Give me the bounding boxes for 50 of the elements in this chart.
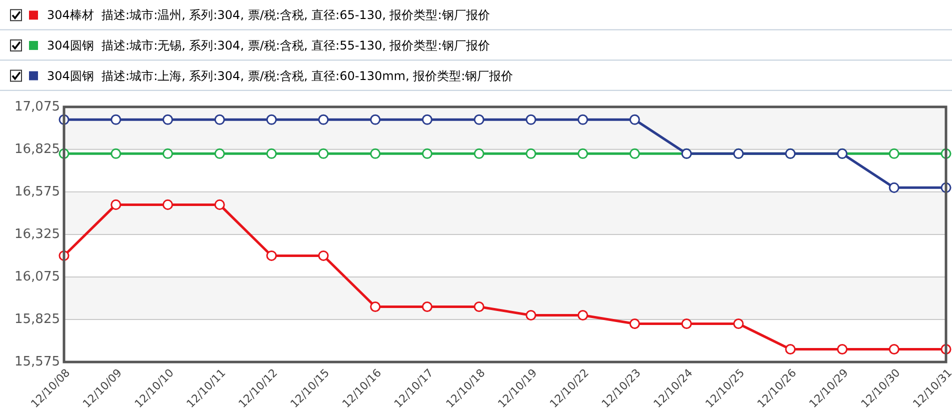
- point: [836, 344, 848, 354]
- point: [888, 344, 900, 354]
- point: [733, 318, 744, 329]
- point: [888, 182, 900, 193]
- point: [318, 250, 329, 261]
- point: [422, 301, 432, 312]
- point: [422, 114, 432, 125]
- point: [888, 148, 900, 159]
- point: [266, 114, 277, 125]
- point: [474, 114, 484, 125]
- point: [110, 199, 122, 210]
- point: [370, 301, 381, 312]
- point: [578, 310, 588, 320]
- point: [110, 114, 122, 125]
- point: [629, 114, 640, 125]
- point: [629, 318, 640, 329]
- y-tick-label: 16,825: [14, 142, 60, 157]
- point: [214, 114, 225, 125]
- point: [318, 114, 329, 125]
- point: [214, 199, 225, 210]
- y-tick-label: 15,575: [14, 354, 60, 370]
- point: [474, 301, 484, 312]
- point: [162, 199, 174, 210]
- point: [681, 318, 692, 329]
- y-tick-label: 15,825: [14, 312, 60, 327]
- legend-label: 304圆钢 描述:城市:无锡, 系列:304, 票/税:含税, 直径:55-130, 报价类型:钢厂报价: [47, 38, 490, 52]
- point: [526, 148, 536, 159]
- point: [785, 344, 796, 354]
- y-tick-label: 16,325: [14, 226, 60, 242]
- point: [370, 148, 381, 159]
- point: [370, 114, 381, 125]
- y-tick-label: 16,575: [14, 184, 60, 200]
- point: [162, 114, 174, 125]
- point: [474, 148, 484, 159]
- point: [578, 114, 588, 125]
- y-tick-label: 17,075: [14, 99, 60, 114]
- point: [110, 148, 122, 159]
- legend-label: 304圆钢 描述:城市:上海, 系列:304, 票/税:含税, 直径:60-130mm, 报价类型:钢厂报价: [47, 68, 514, 83]
- point: [266, 250, 277, 261]
- point: [214, 148, 225, 159]
- point: [629, 148, 640, 159]
- legend-label: 304棒材 描述:城市:温州, 系列:304, 票/税:含税, 直径:65-130, 报价类型:钢厂报价: [47, 8, 490, 22]
- point: [526, 114, 536, 125]
- point: [578, 148, 588, 159]
- point: [318, 148, 329, 159]
- point: [422, 148, 432, 159]
- y-tick-label: 16,075: [14, 269, 60, 284]
- point: [526, 310, 536, 320]
- point: [266, 148, 277, 159]
- point: [162, 148, 174, 159]
